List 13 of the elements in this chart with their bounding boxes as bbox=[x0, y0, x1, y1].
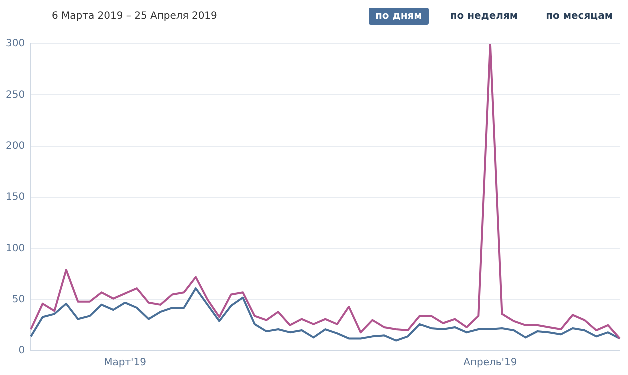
text: по месяцам bbox=[545, 10, 614, 24]
x-tick-label: Апрель'19 bbox=[464, 358, 518, 369]
chart-title: 6 Марта 2019 – 25 Апреля 2019 bbox=[52, 10, 218, 22]
y-tick-label: 250 bbox=[6, 90, 26, 101]
y-tick-label: 50 bbox=[12, 294, 26, 306]
y-tick-label: 200 bbox=[6, 140, 26, 152]
x-tick-label: Март'19 bbox=[104, 358, 147, 369]
y-tick-label: 0 bbox=[18, 346, 26, 357]
text: по неделям bbox=[449, 10, 520, 24]
text: по дням bbox=[368, 8, 430, 24]
y-tick-label: 300 bbox=[6, 38, 26, 50]
y-tick-label: 100 bbox=[6, 243, 26, 254]
y-tick-label: 150 bbox=[6, 192, 26, 204]
